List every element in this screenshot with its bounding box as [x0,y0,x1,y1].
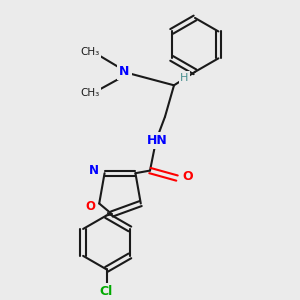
Text: Cl: Cl [100,285,113,298]
Text: N: N [89,164,99,177]
Text: O: O [182,170,193,183]
Text: N: N [119,65,130,78]
Text: HN: HN [147,134,168,147]
Text: H: H [180,73,189,83]
Text: CH₃: CH₃ [80,47,100,57]
Text: O: O [85,200,95,213]
Text: CH₃: CH₃ [80,88,100,98]
